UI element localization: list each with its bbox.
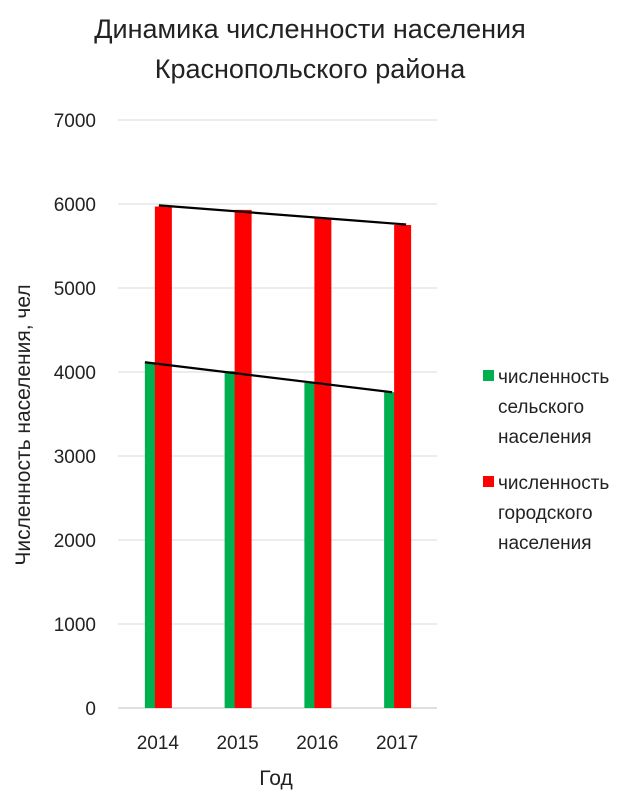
y-tick-label: 7000 xyxy=(54,111,96,132)
y-tick-label: 1000 xyxy=(54,615,96,636)
legend-label-urban-line-3: населения xyxy=(498,533,592,554)
legend-label-urban-line-1: численность xyxy=(498,473,609,494)
legend-label-urban-line-2: городского xyxy=(498,503,593,524)
y-axis-ticks: 0 1000 2000 3000 4000 5000 6000 7000 xyxy=(54,111,96,720)
y-tick-label: 2000 xyxy=(54,531,96,552)
chart-title-line-2: Краснопольского района xyxy=(155,54,466,84)
x-tick-label: 2017 xyxy=(376,733,418,754)
bars xyxy=(144,206,412,708)
bar-urban-2017 xyxy=(394,225,412,708)
y-tick-label: 4000 xyxy=(54,363,96,384)
legend-label-rural-line-2: сельского xyxy=(498,397,584,418)
chart-title-line-1: Динамика численности населения xyxy=(94,14,526,44)
bar-urban-2014 xyxy=(154,206,172,708)
bar-urban-2015 xyxy=(234,209,252,708)
legend-label-rural-line-1: численность xyxy=(498,367,609,388)
y-tick-label: 3000 xyxy=(54,447,96,468)
x-tick-label: 2016 xyxy=(296,733,338,754)
trendline-rural xyxy=(144,361,393,394)
x-tick-label: 2015 xyxy=(216,733,258,754)
x-axis-title: Год xyxy=(259,767,292,790)
y-axis-title: Численность населения, чел xyxy=(12,284,35,565)
x-axis-ticks: 2014 2015 2016 2017 xyxy=(137,733,419,754)
bar-urban-2016 xyxy=(314,218,332,708)
legend: численность сельского населения численно… xyxy=(483,367,609,554)
y-tick-label: 5000 xyxy=(54,279,96,300)
x-tick-label: 2014 xyxy=(137,733,180,754)
trendlines xyxy=(144,204,407,394)
legend-swatch-rural xyxy=(483,370,494,381)
legend-swatch-urban xyxy=(483,476,494,487)
y-tick-label: 0 xyxy=(85,699,96,720)
trendline-urban xyxy=(158,204,407,226)
y-tick-label: 6000 xyxy=(54,195,96,216)
legend-label-rural-line-3: населения xyxy=(498,427,592,448)
